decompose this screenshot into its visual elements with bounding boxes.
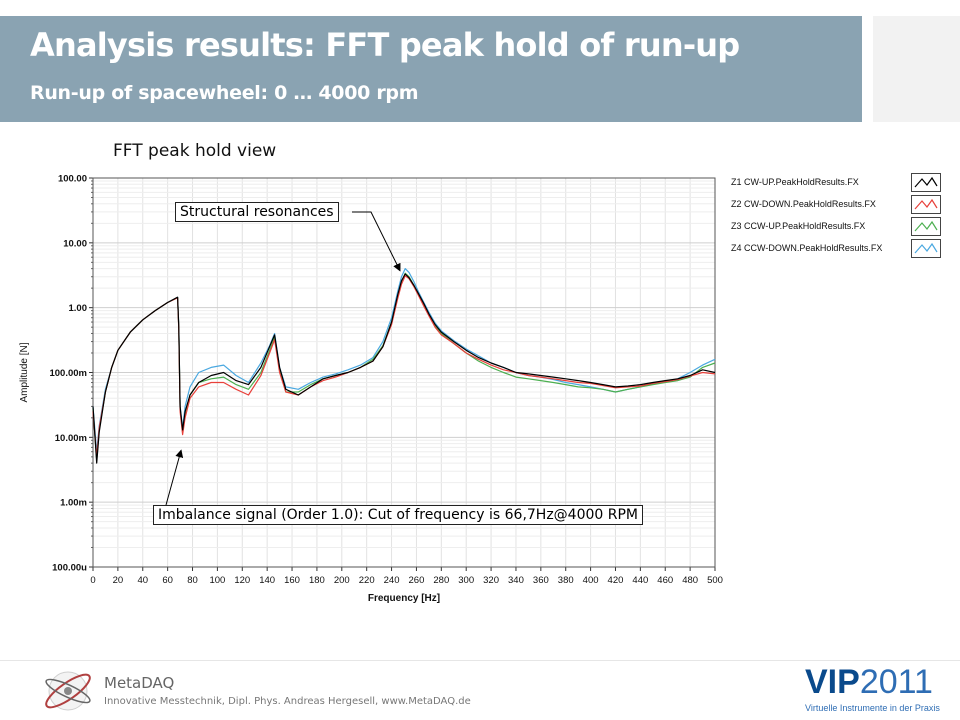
x-tick-label: 500 bbox=[707, 575, 723, 586]
y-tick-label: 100.00m bbox=[49, 368, 87, 379]
y-tick-label: 1.00 bbox=[69, 303, 88, 314]
legend-label: Z1 CW-UP.PeakHoldResults.FX bbox=[731, 177, 859, 187]
x-tick-label: 220 bbox=[359, 575, 375, 586]
x-tick-label: 380 bbox=[558, 575, 574, 586]
header-side-panel bbox=[873, 16, 960, 122]
legend-swatch bbox=[911, 173, 941, 192]
x-tick-label: 240 bbox=[384, 575, 400, 586]
x-tick-label: 340 bbox=[508, 575, 524, 586]
x-tick-label: 120 bbox=[234, 575, 250, 586]
x-tick-label: 400 bbox=[583, 575, 599, 586]
x-tick-label: 460 bbox=[657, 575, 673, 586]
x-tick-label: 200 bbox=[334, 575, 350, 586]
y-axis-label: Amplitude [N] bbox=[19, 342, 30, 402]
fft-chart: 0 20 40 60 80 100 120 140 160 180 200 220 240 260 280 3… bbox=[19, 174, 723, 605]
footer-divider bbox=[0, 660, 960, 661]
x-tick-label: 20 bbox=[113, 575, 124, 586]
legend-swatch-glyph bbox=[914, 220, 938, 232]
y-tick-label: 10.00 bbox=[63, 238, 87, 249]
legend-label: Z3 CCW-UP.PeakHoldResults.FX bbox=[731, 221, 866, 231]
legend-swatch-glyph bbox=[914, 176, 938, 188]
x-tick-label: 320 bbox=[483, 575, 499, 586]
y-tick-label: 100.00u bbox=[52, 563, 87, 574]
annotation-imbalance-signal: Imbalance signal (Order 1.0): Cut of fre… bbox=[153, 505, 643, 525]
x-tick-label: 60 bbox=[162, 575, 173, 586]
y-tick-label: 100.00 bbox=[58, 174, 87, 185]
legend-swatch-glyph bbox=[914, 242, 938, 254]
x-tick-label: 260 bbox=[409, 575, 425, 586]
legend-label: Z2 CW-DOWN.PeakHoldResults.FX bbox=[731, 199, 876, 209]
vip-logo-part2: 2011 bbox=[859, 663, 933, 701]
slide-subtitle: Run-up of spacewheel: 0 … 4000 rpm bbox=[30, 82, 419, 104]
legend-swatch-line bbox=[914, 220, 938, 232]
y-tick-label: 1.00m bbox=[60, 498, 87, 509]
legend-item-2: Z2 CW-DOWN.PeakHoldResults.FX bbox=[731, 195, 946, 217]
x-tick-label: 440 bbox=[632, 575, 648, 586]
legend-swatch bbox=[911, 195, 941, 214]
annotation-arrow-structural bbox=[352, 211, 401, 272]
vip-logo-part1: VIP bbox=[805, 663, 860, 701]
legend-label: Z4 CCW-DOWN.PeakHoldResults.FX bbox=[731, 243, 883, 253]
x-tick-label: 420 bbox=[608, 575, 624, 586]
chart-title: FFT peak hold view bbox=[113, 141, 277, 161]
y-tick-label: 10.00m bbox=[55, 433, 87, 444]
vip-logo: VIP2011 bbox=[805, 664, 933, 700]
x-tick-label: 160 bbox=[284, 575, 300, 586]
series-line-1 bbox=[92, 273, 716, 464]
x-tick-label: 40 bbox=[137, 575, 148, 586]
vip-tagline: Virtuelle Instrumente in der Praxis bbox=[805, 703, 940, 713]
legend-swatch-line bbox=[914, 176, 938, 188]
legend-swatch-line bbox=[914, 242, 938, 254]
x-tick-label: 280 bbox=[433, 575, 449, 586]
legend-swatch-line bbox=[914, 198, 938, 210]
legend-item-3: Z3 CCW-UP.PeakHoldResults.FX bbox=[731, 217, 946, 239]
legend-swatch-glyph bbox=[914, 198, 938, 210]
annotation-structural-resonances: Structural resonances bbox=[175, 202, 339, 222]
header-bar bbox=[0, 16, 862, 122]
legend-swatch bbox=[911, 239, 941, 258]
annotation-arrow-imbalance bbox=[165, 449, 184, 506]
x-tick-label: 0 bbox=[90, 575, 95, 586]
x-tick-label: 140 bbox=[259, 575, 275, 586]
footer-brand: MetaDAQ bbox=[104, 674, 175, 692]
x-axis-label: Frequency [Hz] bbox=[368, 593, 440, 604]
chart-legend: Z1 CW-UP.PeakHoldResults.FX Z2 CW-DOWN.Pe… bbox=[731, 173, 946, 261]
x-tick-label: 300 bbox=[458, 575, 474, 586]
legend-item-4: Z4 CCW-DOWN.PeakHoldResults.FX bbox=[731, 239, 946, 261]
x-tick-label: 180 bbox=[309, 575, 325, 586]
metadaq-logo-icon bbox=[45, 671, 91, 711]
footer-credits: Innovative Messtechnik, Dipl. Phys. Andr… bbox=[104, 696, 471, 707]
x-tick-label: 100 bbox=[209, 575, 225, 586]
x-tick-label: 360 bbox=[533, 575, 549, 586]
x-tick-label: 80 bbox=[187, 575, 198, 586]
slide-title: Analysis results: FFT peak hold of run-u… bbox=[30, 26, 740, 64]
legend-item-1: Z1 CW-UP.PeakHoldResults.FX bbox=[731, 173, 946, 195]
legend-swatch bbox=[911, 217, 941, 236]
x-tick-label: 480 bbox=[682, 575, 698, 586]
